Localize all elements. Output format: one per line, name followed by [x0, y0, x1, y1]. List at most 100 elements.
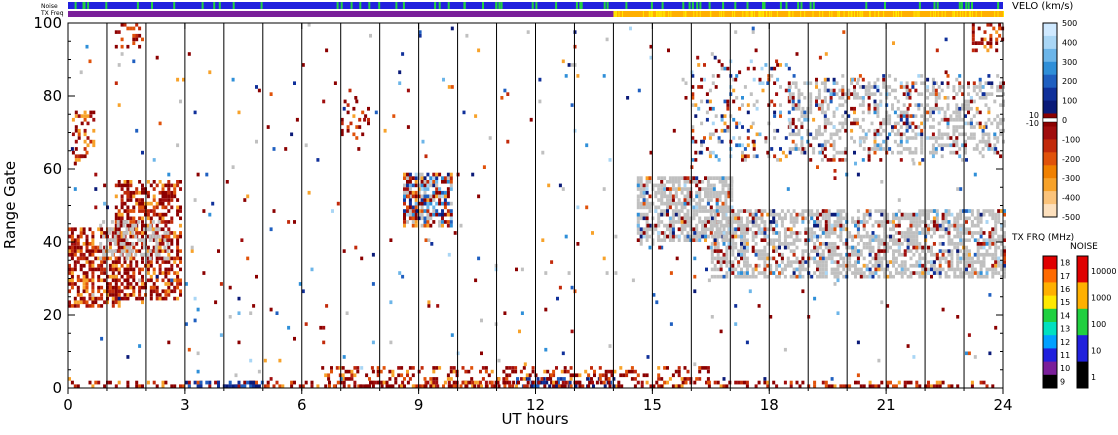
echo-cell	[861, 103, 865, 107]
echo-cell	[915, 380, 919, 385]
echo-cell	[751, 231, 755, 235]
echo-cell	[824, 220, 828, 224]
echo-cell	[991, 216, 995, 221]
echo-cell	[844, 99, 848, 104]
echo-cell	[886, 274, 890, 279]
echo-cell	[435, 187, 439, 191]
echo-cell	[813, 223, 817, 228]
echo-cell	[800, 110, 804, 115]
echo-cell	[812, 117, 816, 122]
echo-cell	[856, 256, 860, 261]
echo-cell	[737, 249, 741, 253]
echo-cell	[680, 384, 684, 388]
echo-cell	[97, 304, 101, 308]
echo-cell	[994, 216, 998, 221]
echo-cell	[82, 278, 86, 283]
echo-cell	[573, 44, 577, 49]
echo-cell	[953, 271, 957, 275]
echo-cell	[897, 223, 901, 228]
echo-cell	[896, 128, 900, 133]
echo-cell	[763, 249, 767, 253]
echo-cell	[841, 88, 845, 93]
echo-cell	[717, 139, 721, 144]
echo-cell	[930, 220, 933, 224]
echo-cell	[839, 238, 843, 242]
echo-cell	[677, 209, 681, 213]
echo-cell	[880, 380, 884, 385]
echo-cell	[906, 274, 910, 279]
echo-cell	[110, 252, 114, 257]
echo-cell	[899, 158, 903, 162]
echo-cell	[674, 176, 678, 180]
echo-cell	[906, 234, 910, 239]
echo-cell	[813, 271, 817, 275]
echo-cell	[751, 121, 755, 126]
echo-cell	[995, 41, 999, 45]
echo-cell	[219, 333, 223, 337]
echo-cell	[421, 384, 425, 388]
echo-cell	[657, 234, 661, 239]
echo-cell	[874, 209, 878, 213]
echo-cell	[639, 231, 643, 235]
echo-cell	[713, 220, 717, 224]
echo-cell	[470, 377, 474, 381]
echo-cell	[880, 260, 884, 264]
echo-cell	[883, 227, 887, 232]
echo-cell	[731, 249, 735, 253]
echo-cell	[971, 33, 975, 38]
echo-cell	[818, 234, 822, 239]
echo-cell	[691, 92, 695, 96]
echo-cell	[657, 384, 661, 388]
echo-cell	[787, 81, 791, 85]
echo-cell	[342, 106, 346, 111]
txfreq-bar-flicker	[962, 11, 964, 17]
echo-cell	[1000, 238, 1004, 242]
echo-cell	[129, 180, 133, 184]
echo-cell	[899, 139, 903, 144]
echo-cell	[952, 143, 956, 148]
echo-cell	[726, 106, 730, 111]
echo-cell	[671, 209, 675, 213]
echo-cell	[146, 249, 150, 253]
echo-cell	[801, 252, 805, 257]
echo-cell	[994, 256, 998, 261]
echo-cell	[760, 216, 764, 221]
echo-cell	[415, 384, 419, 388]
echo-cell	[897, 271, 901, 275]
echo-cell	[70, 242, 74, 246]
echo-cell	[528, 373, 532, 378]
echo-cell	[111, 271, 115, 275]
echo-cell	[780, 260, 784, 264]
echo-cell	[909, 234, 913, 239]
echo-cell	[722, 256, 726, 261]
echo-cell	[830, 242, 834, 246]
echo-cell	[839, 256, 843, 261]
echo-cell	[873, 139, 877, 144]
echo-cell	[693, 362, 697, 367]
echo-cell	[780, 223, 784, 228]
echo-cell	[751, 30, 755, 34]
echo-cell	[934, 139, 938, 144]
echo-cell	[886, 234, 890, 239]
echo-cell	[903, 252, 907, 257]
echo-cell	[725, 238, 729, 242]
echo-cell	[645, 216, 649, 221]
echo-cell	[959, 242, 963, 246]
echo-cell	[129, 256, 133, 261]
echo-cell	[126, 183, 130, 188]
echo-cell	[853, 121, 856, 126]
echo-cell	[955, 128, 959, 133]
echo-cell	[669, 322, 673, 326]
echo-cell	[132, 278, 136, 283]
echo-cell	[674, 220, 678, 224]
echo-cell	[795, 260, 799, 264]
echo-cell	[757, 209, 761, 213]
echo-cell	[894, 238, 898, 242]
echo-cell	[666, 380, 669, 385]
echo-cell	[129, 190, 133, 195]
echo-cell	[368, 377, 371, 381]
echo-cell	[956, 260, 960, 264]
echo-cell	[356, 369, 360, 374]
echo-cell	[512, 380, 516, 385]
echo-cell	[143, 227, 146, 232]
